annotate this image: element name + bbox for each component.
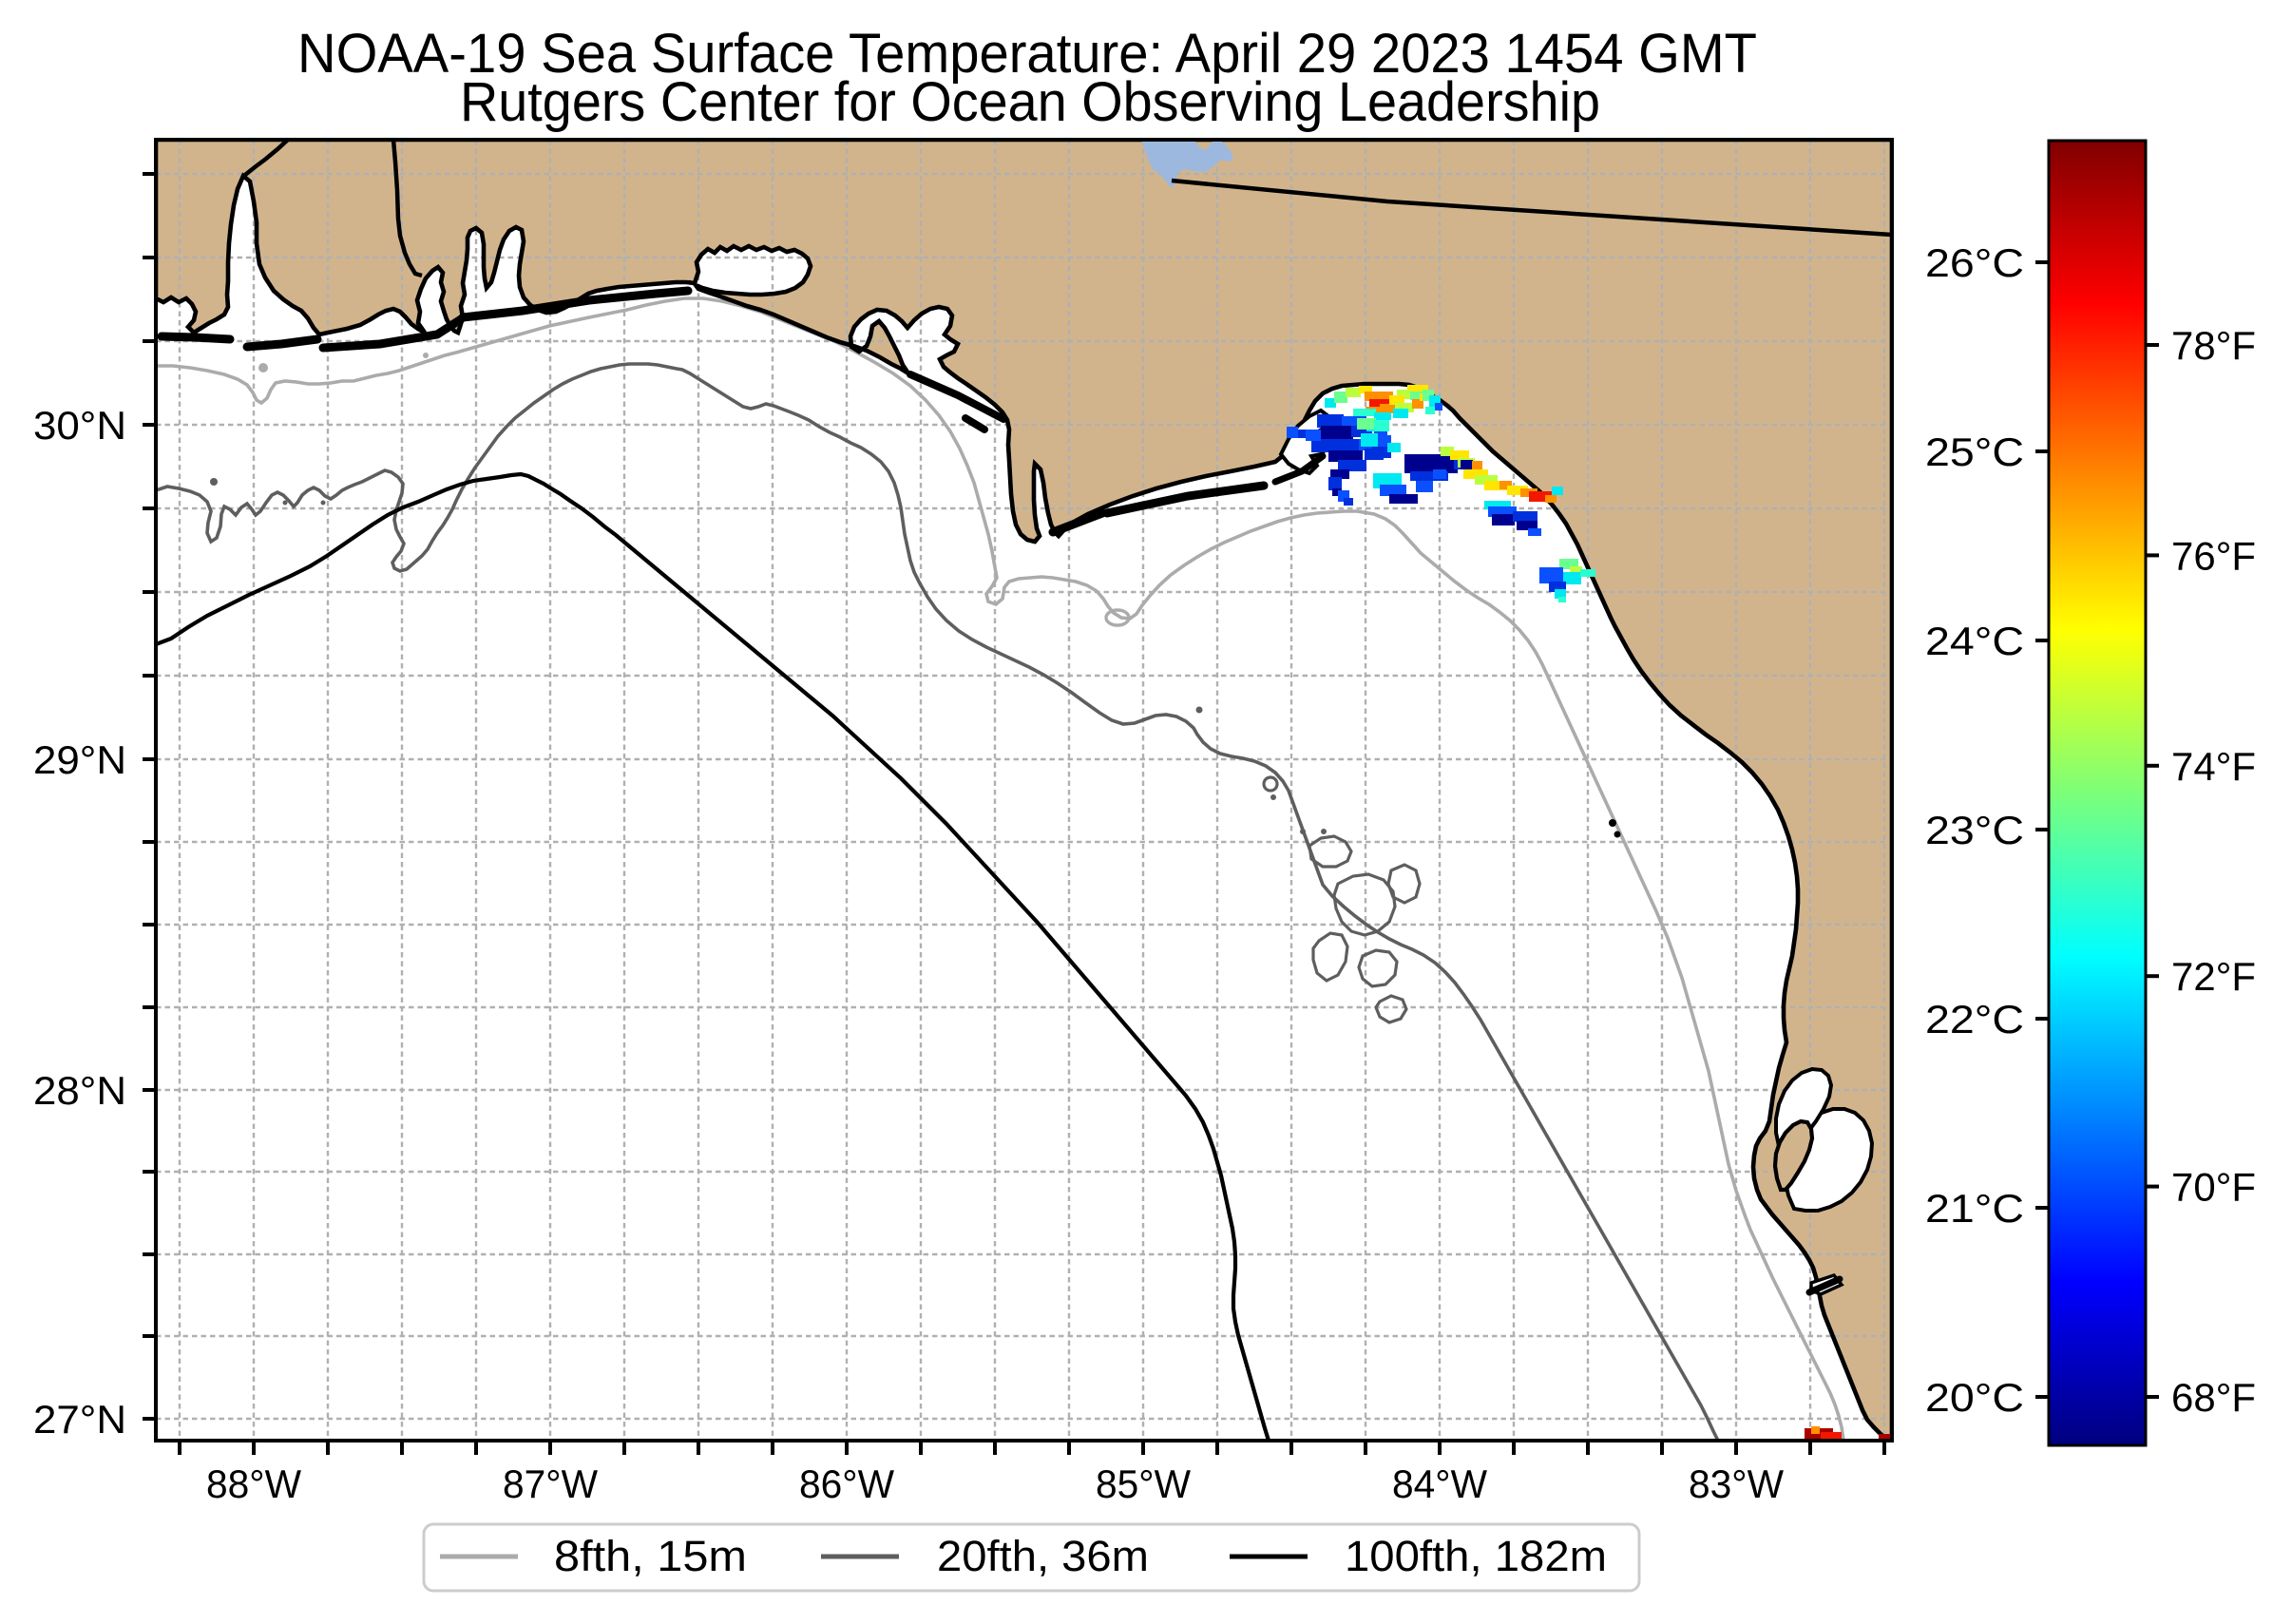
svg-text:84°W: 84°W [1392, 1462, 1487, 1506]
svg-text:68°F: 68°F [2171, 1375, 2256, 1420]
svg-text:8fth, 15m: 8fth, 15m [554, 1532, 747, 1580]
svg-text:22°C: 22°C [1925, 997, 2024, 1041]
svg-text:20°C: 20°C [1925, 1375, 2024, 1420]
svg-text:85°W: 85°W [1096, 1462, 1191, 1506]
svg-text:29°N: 29°N [33, 737, 126, 782]
svg-text:28°N: 28°N [33, 1068, 126, 1113]
svg-text:21°C: 21°C [1925, 1186, 2024, 1231]
svg-text:NOAA-19 Sea Surface Temperatur: NOAA-19 Sea Surface Temperature: April 2… [297, 23, 1757, 85]
svg-text:26°C: 26°C [1925, 240, 2024, 285]
svg-text:83°W: 83°W [1689, 1462, 1784, 1506]
svg-text:74°F: 74°F [2171, 744, 2256, 789]
svg-text:25°C: 25°C [1925, 430, 2024, 474]
svg-text:88°W: 88°W [206, 1462, 301, 1506]
svg-text:20fth, 36m: 20fth, 36m [937, 1532, 1149, 1580]
svg-text:78°F: 78°F [2171, 323, 2256, 368]
svg-text:23°C: 23°C [1925, 808, 2024, 852]
svg-text:70°F: 70°F [2171, 1165, 2256, 1210]
svg-text:87°W: 87°W [503, 1462, 598, 1506]
svg-text:30°N: 30°N [33, 403, 126, 448]
svg-text:100fth, 182m: 100fth, 182m [1345, 1532, 1607, 1580]
svg-text:24°C: 24°C [1925, 619, 2024, 663]
svg-text:Rutgers Center for Ocean Obser: Rutgers Center for Ocean Observing Leade… [460, 71, 1600, 133]
svg-text:72°F: 72°F [2171, 954, 2256, 999]
svg-text:27°N: 27°N [33, 1397, 126, 1442]
svg-text:86°W: 86°W [799, 1462, 894, 1506]
svg-text:76°F: 76°F [2171, 533, 2256, 578]
